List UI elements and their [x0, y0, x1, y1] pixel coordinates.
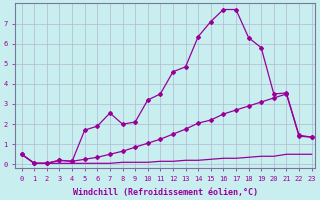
X-axis label: Windchill (Refroidissement éolien,°C): Windchill (Refroidissement éolien,°C) [73, 188, 258, 197]
